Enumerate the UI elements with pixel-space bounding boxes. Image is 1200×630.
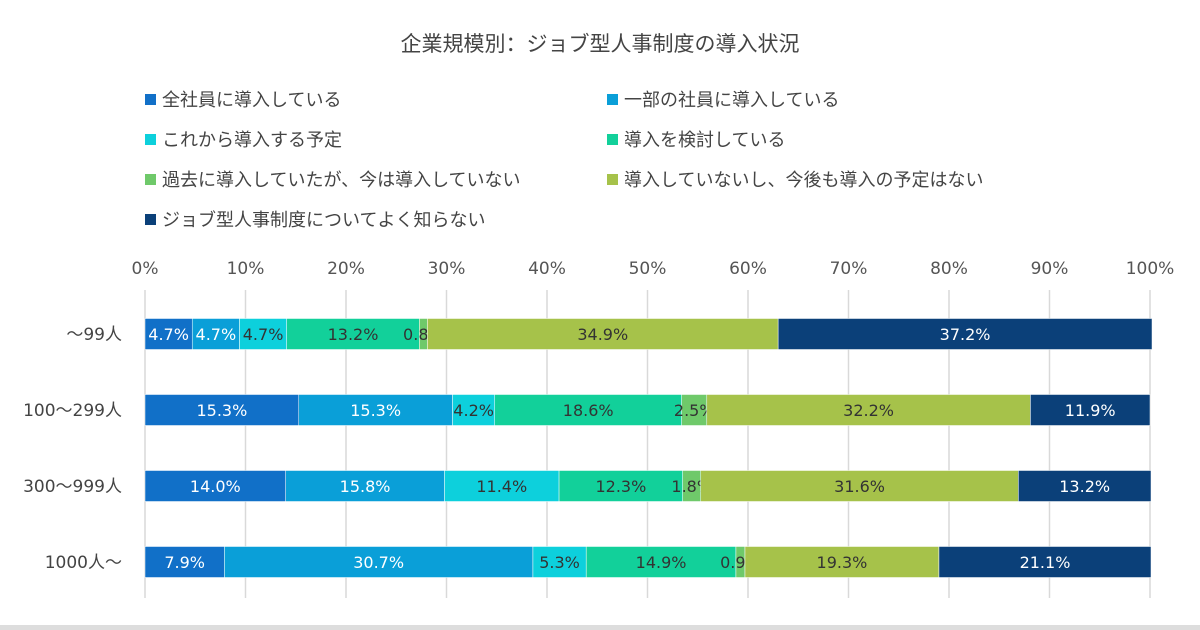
bar-segment <box>558 470 683 502</box>
legend-swatch <box>607 133 618 145</box>
x-tick-label: 90% <box>1031 259 1069 279</box>
data-label: 15.3% <box>350 401 401 420</box>
legend-item: 過去に導入していたが、今は導入していない <box>145 166 521 192</box>
legend-swatch <box>145 213 156 225</box>
data-label: 15.8% <box>340 477 391 496</box>
legend-swatch <box>145 133 156 145</box>
data-label: 11.4% <box>476 477 527 496</box>
x-tick-label: 50% <box>629 259 667 279</box>
category-label: 1000人〜 <box>45 553 122 573</box>
category-label: 〜99人 <box>66 325 122 345</box>
x-tick-label: 20% <box>327 259 365 279</box>
data-label: 13.2% <box>1059 477 1110 496</box>
bar-segment <box>298 394 453 426</box>
bar-segment <box>144 318 193 350</box>
legend-label: 全社員に導入している <box>162 90 342 111</box>
legend-item: 導入を検討している <box>607 126 785 152</box>
data-label: 4.2% <box>453 401 494 420</box>
data-label: 11.9% <box>1065 401 1116 420</box>
data-label: 4.7% <box>148 325 189 344</box>
legend-label: これから導入する予定 <box>162 130 342 151</box>
legend-item: 一部の社員に導入している <box>607 86 839 112</box>
data-label: 14.0% <box>190 477 241 496</box>
x-tick-label: 80% <box>930 259 968 279</box>
x-tick-label: 40% <box>528 259 566 279</box>
data-label: 37.2% <box>940 325 991 344</box>
bar-segment <box>681 394 708 426</box>
data-label: 34.9% <box>577 325 628 344</box>
legend-label: 導入を検討している <box>624 130 786 151</box>
data-label: 18.6% <box>563 401 614 420</box>
bar-segment <box>532 546 587 578</box>
bar-segment <box>144 394 300 426</box>
legend-label: 一部の社員に導入している <box>624 90 840 111</box>
bar-segment <box>777 318 1153 350</box>
data-label: 12.3% <box>595 477 646 496</box>
legend-label: 導入していないし、今後も導入の予定はない <box>624 170 984 191</box>
bar-segment <box>938 546 1152 578</box>
legend-item: ジョブ型人事制度についてよく知らない <box>145 206 485 232</box>
data-label: 2.5% <box>674 401 715 420</box>
data-label: 32.2% <box>843 401 894 420</box>
bar-segment <box>1018 470 1152 502</box>
legend-swatch <box>607 93 618 105</box>
bar-segment <box>744 546 940 578</box>
x-tick-label: 30% <box>428 259 466 279</box>
bar-segment <box>286 318 420 350</box>
bar-segment <box>427 318 779 350</box>
legend-item: これから導入する予定 <box>145 126 342 152</box>
data-label: 31.6% <box>834 477 885 496</box>
data-label: 14.9% <box>636 553 687 572</box>
x-tick-label: 70% <box>830 259 868 279</box>
x-tick-label: 100% <box>1126 259 1175 279</box>
category-label: 300〜999人 <box>23 477 122 497</box>
data-label: 4.7% <box>196 325 237 344</box>
bar-segment <box>285 470 445 502</box>
legend-label: 過去に導入していたが、今は導入していない <box>162 170 521 191</box>
data-label: 30.7% <box>353 553 404 572</box>
bar-segment <box>224 546 534 578</box>
legend-swatch <box>145 173 156 185</box>
bar-segment <box>239 318 287 350</box>
bar-segment <box>452 394 495 426</box>
x-tick-label: 0% <box>132 259 159 279</box>
bar-segment <box>444 470 560 502</box>
data-label: 15.3% <box>196 401 247 420</box>
legend-label: ジョブ型人事制度についてよく知らない <box>162 210 486 231</box>
bar-segment <box>706 394 1031 426</box>
x-tick-label: 60% <box>729 259 767 279</box>
bar-segment <box>191 318 240 350</box>
data-label: 7.9% <box>164 553 205 572</box>
legend-item: 全社員に導入している <box>145 86 341 112</box>
data-label: 19.3% <box>817 553 868 572</box>
data-label: 5.3% <box>539 553 580 572</box>
data-label: 4.7% <box>243 325 284 344</box>
data-label: 13.2% <box>328 325 379 344</box>
data-label: 21.1% <box>1020 553 1071 572</box>
legend-swatch <box>145 93 156 105</box>
x-tick-label: 10% <box>227 259 265 279</box>
legend-item: 導入していないし、今後も導入の予定はない <box>607 166 983 192</box>
bar-segment <box>700 470 1019 502</box>
legend-swatch <box>607 173 618 185</box>
bar-segment <box>144 470 286 502</box>
bar-segment <box>585 546 737 578</box>
category-label: 100〜299人 <box>23 401 122 421</box>
bar-segment <box>494 394 682 426</box>
chart-title: 企業規模別：ジョブ型人事制度の導入状況 <box>400 32 800 56</box>
bar-segment <box>1030 394 1151 426</box>
